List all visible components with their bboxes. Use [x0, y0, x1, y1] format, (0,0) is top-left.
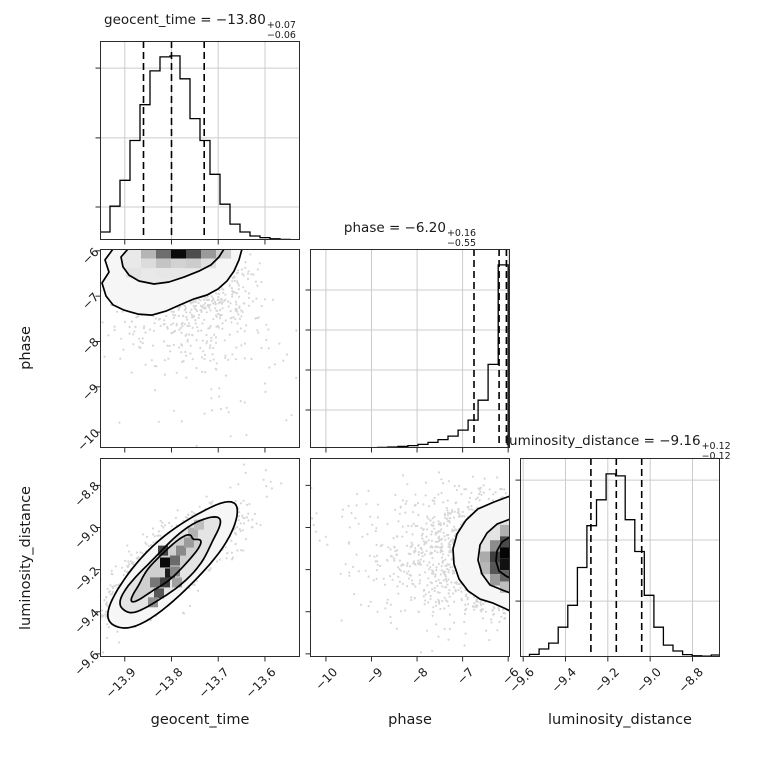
- panel-geocent_time-vs-luminosity_distance: [95, 458, 300, 662]
- y-axis-label-luminosity-distance: luminosity_distance: [18, 486, 34, 630]
- density-cell: [490, 551, 500, 563]
- panel-clip-area: [367, 249, 509, 448]
- density-cell: [171, 258, 186, 269]
- panel-frame: [100, 249, 300, 448]
- panel-clip-area: [528, 458, 720, 657]
- panel-hist-luminosity_distance: [515, 458, 720, 662]
- x-axis-label-geocent-time: geocent_time: [150, 712, 250, 728]
- contour-line-level-0: [452, 495, 510, 612]
- contour-line-level-1: [119, 516, 222, 614]
- density-cell: [148, 597, 158, 608]
- density-cell: [171, 249, 186, 259]
- panel-clip-area: [100, 463, 283, 654]
- density-cell: [490, 540, 500, 552]
- contour-line-level-1: [477, 518, 510, 594]
- density-cell: [156, 268, 186, 278]
- title-err-plus: +0.07: [266, 20, 296, 31]
- x-axis-label-luminosity-distance: luminosity_distance: [548, 712, 692, 728]
- title-text: geocent_time = −13.80: [104, 12, 266, 28]
- title-error-stack: +0.07 −0.06: [267, 21, 296, 41]
- histogram-outline: [100, 55, 300, 240]
- density-cell: [126, 268, 141, 278]
- panel-hist-phase: [305, 249, 510, 453]
- density-cell: [141, 249, 156, 259]
- density-cell: [480, 562, 490, 575]
- density-cell: [500, 581, 510, 593]
- contour-line-level-0: [106, 500, 239, 629]
- title-err-minus: −0.12: [701, 450, 731, 462]
- density-cell: [150, 577, 160, 588]
- density-cell: [186, 249, 201, 259]
- title-phase: phase = −6.20 +0.16 −0.55: [344, 220, 476, 249]
- density-cell: [160, 557, 170, 568]
- density-cell: [490, 574, 500, 586]
- panel-frame: [100, 458, 300, 657]
- title-err-minus: −0.55: [446, 237, 477, 249]
- panel-geocent_time-vs-phase: [95, 249, 300, 453]
- density-cell: [186, 258, 201, 269]
- density-cell: [201, 258, 216, 269]
- density-cell: [158, 545, 168, 556]
- panel-frame: [520, 458, 720, 657]
- title-text: luminosity_distance = −9.16: [505, 433, 701, 449]
- density-cell: [480, 551, 490, 563]
- contour-line-level-0: [101, 249, 243, 316]
- density-cell: [500, 547, 510, 559]
- density-cell: [201, 249, 216, 259]
- y-axis-label-phase: phase: [18, 326, 34, 370]
- title-luminosity-distance: luminosity_distance = −9.16 +0.12 −0.12: [505, 433, 730, 462]
- histogram-outline: [367, 264, 509, 448]
- x-axis-label-phase: phase: [388, 712, 432, 728]
- title-error-stack: +0.12 −0.12: [702, 442, 731, 462]
- density-cell: [500, 558, 510, 571]
- density-cell: [490, 562, 500, 575]
- title-text: phase = −6.20: [343, 220, 446, 236]
- panel-clip-area: [310, 471, 510, 654]
- panel-frame: [310, 458, 510, 657]
- panel-frame: [310, 249, 510, 448]
- density-cell: [500, 536, 510, 548]
- density-cell: [188, 527, 198, 538]
- title-geocent-time: geocent_time = −13.80 +0.07 −0.06: [104, 12, 296, 41]
- density-cell: [141, 258, 156, 269]
- panel-clip-area: [100, 41, 300, 240]
- title-err-minus: −0.06: [266, 29, 296, 41]
- title-err-plus: +0.12: [701, 441, 731, 452]
- title-error-stack: +0.16 −0.55: [447, 229, 476, 249]
- panel-clip-area: [100, 249, 298, 447]
- panel-frame: [100, 41, 300, 240]
- density-cell: [172, 577, 182, 588]
- density-cell: [170, 566, 180, 577]
- density-cell: [156, 249, 171, 259]
- contour-line-level-2: [130, 533, 202, 603]
- density-cell: [170, 555, 180, 566]
- panel-hist-geocent_time: [95, 41, 300, 245]
- density-cell: [216, 249, 231, 259]
- density-cell: [154, 588, 164, 599]
- density-cell: [176, 545, 186, 556]
- panel-phase-vs-luminosity_distance: [305, 458, 510, 662]
- density-cell: [500, 524, 510, 537]
- density-cell: [194, 519, 204, 530]
- title-err-plus: +0.16: [446, 228, 477, 239]
- contour-line-level-1: [120, 249, 225, 285]
- histogram-outline: [528, 473, 720, 657]
- density-cell: [156, 258, 171, 269]
- density-cell: [184, 537, 194, 548]
